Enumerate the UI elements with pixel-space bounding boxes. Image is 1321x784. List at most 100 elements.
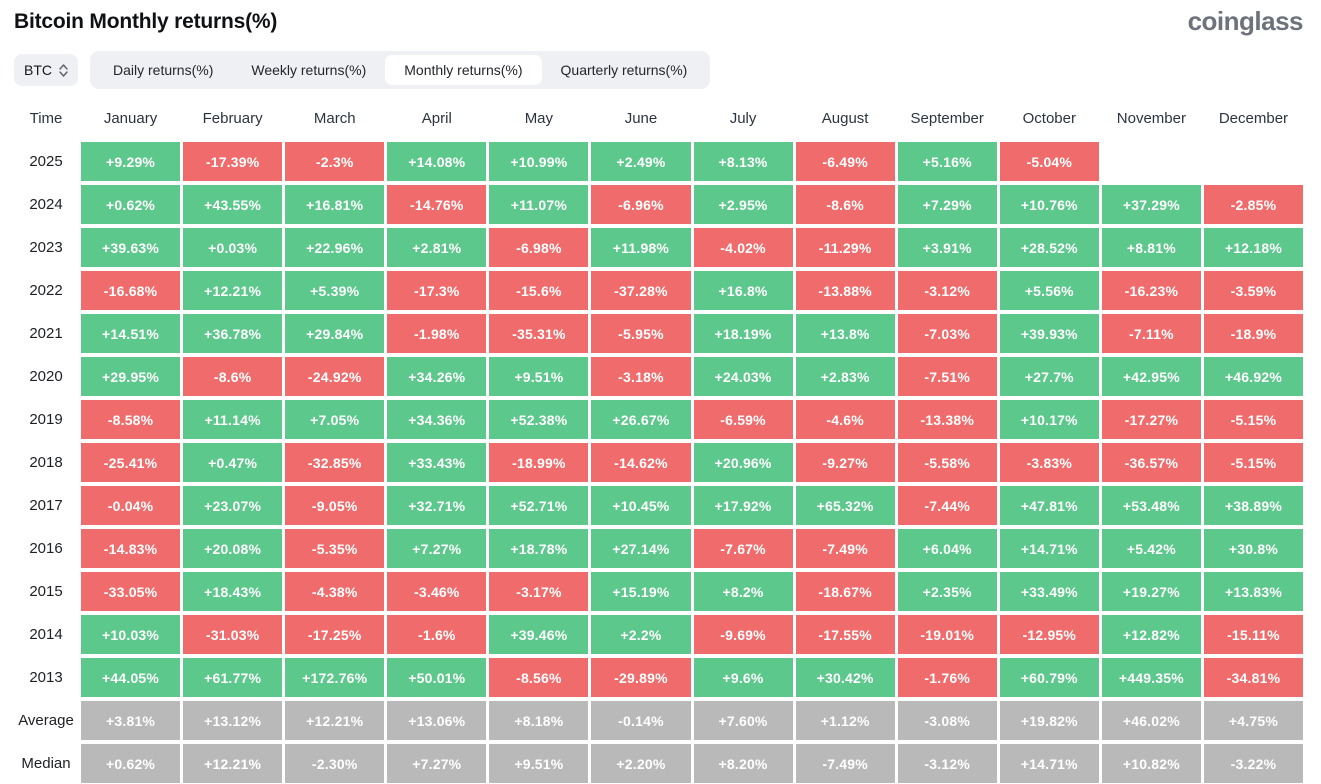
- symbol-select[interactable]: BTC: [14, 54, 78, 86]
- return-cell-2024-june: -6.96%: [591, 185, 691, 224]
- return-cell-2020-december: +46.92%: [1203, 357, 1303, 396]
- return-cell-2021-march: +29.84%: [285, 314, 385, 353]
- return-cell-2015-may: -3.17%: [489, 572, 589, 611]
- return-cell-2014-december: -15.11%: [1203, 615, 1303, 654]
- return-cell-2023-september: +3.91%: [897, 228, 997, 267]
- return-cell-2025-may: +10.99%: [489, 142, 589, 181]
- return-cell-2020-march: -24.92%: [285, 357, 385, 396]
- return-cell-2015-january: -33.05%: [81, 572, 181, 611]
- return-cell-2024-october: +10.76%: [999, 185, 1099, 224]
- return-cell-2020-april: +34.26%: [387, 357, 487, 396]
- return-cell-2013-august: +30.42%: [795, 658, 895, 697]
- return-cell-2019-july: -6.59%: [693, 400, 793, 439]
- return-cell-2017-november: +53.48%: [1101, 486, 1201, 525]
- tab-weekly-returns[interactable]: Weekly returns(%): [251, 62, 367, 78]
- return-cell-2020-july: +24.03%: [693, 357, 793, 396]
- return-cell-2014-september: -19.01%: [897, 615, 997, 654]
- return-cell-2018-july: +20.96%: [693, 443, 793, 482]
- year-label-2015: 2015: [29, 583, 63, 600]
- return-cell-2019-march: +7.05%: [285, 400, 385, 439]
- return-cell-2015-december: +13.83%: [1203, 572, 1303, 611]
- symbol-select-value: BTC: [24, 62, 52, 78]
- return-cell-2025-february: -17.39%: [183, 142, 283, 181]
- return-cell-2023-may: -6.98%: [489, 228, 589, 267]
- page-title: Bitcoin Monthly returns(%): [14, 10, 278, 33]
- return-cell-2023-november: +8.81%: [1101, 228, 1201, 267]
- month-header-march: March: [313, 110, 356, 127]
- return-cell-2021-december: -18.9%: [1203, 314, 1303, 353]
- return-cell-2013-october: +60.79%: [999, 658, 1099, 697]
- return-cell-2014-march: -17.25%: [285, 615, 385, 654]
- returns-table: Time January February March April May June July…: [14, 101, 1303, 783]
- return-cell-2019-december: -5.15%: [1203, 400, 1303, 439]
- year-label-2019: 2019: [29, 411, 63, 428]
- year-label-2016: 2016: [29, 540, 63, 557]
- return-cell-2021-july: +18.19%: [693, 314, 793, 353]
- return-cell-2025-september: +5.16%: [897, 142, 997, 181]
- month-header-september: September: [910, 110, 984, 127]
- return-cell-2021-february: +36.78%: [183, 314, 283, 353]
- return-cell-2020-august: +2.83%: [795, 357, 895, 396]
- return-cell-2017-october: +47.81%: [999, 486, 1099, 525]
- return-cell-2014-august: -17.55%: [795, 615, 895, 654]
- return-cell-2015-august: -18.67%: [795, 572, 895, 611]
- return-cell-2013-november: +449.35%: [1101, 658, 1201, 697]
- month-header-december: December: [1218, 110, 1289, 127]
- return-cell-2013-july: +9.6%: [693, 658, 793, 697]
- tab-monthly-returns[interactable]: Monthly returns(%): [385, 55, 542, 85]
- return-cell-2015-june: +15.19%: [591, 572, 691, 611]
- year-label-2024: 2024: [29, 196, 63, 213]
- return-cell-2018-may: -18.99%: [489, 443, 589, 482]
- return-cell-2020-january: +29.95%: [81, 357, 181, 396]
- return-cell-2020-may: +9.51%: [489, 357, 589, 396]
- return-cell-average-september: -3.08%: [897, 701, 997, 740]
- return-cell-average-february: +13.12%: [183, 701, 283, 740]
- return-cell-median-june: +2.20%: [591, 744, 691, 783]
- return-cell-2017-september: -7.44%: [897, 486, 997, 525]
- return-cell-2021-june: -5.95%: [591, 314, 691, 353]
- year-label-2018: 2018: [29, 454, 63, 471]
- return-cell-2016-october: +14.71%: [999, 529, 1099, 568]
- tab-quarterly-returns[interactable]: Quarterly returns(%): [560, 62, 688, 78]
- return-cell-2014-february: -31.03%: [183, 615, 283, 654]
- return-cell-2016-june: +27.14%: [591, 529, 691, 568]
- return-cell-2020-november: +42.95%: [1101, 357, 1201, 396]
- stat-row-label-median: Median: [21, 755, 71, 772]
- return-cell-2015-march: -4.38%: [285, 572, 385, 611]
- return-cell-2021-may: -35.31%: [489, 314, 589, 353]
- return-cell-median-july: +8.20%: [693, 744, 793, 783]
- month-header-november: November: [1116, 110, 1186, 127]
- tab-daily-returns[interactable]: Daily returns(%): [113, 62, 214, 78]
- return-cell-2019-november: -17.27%: [1101, 400, 1201, 439]
- return-cell-2019-april: +34.36%: [387, 400, 487, 439]
- month-header-june: June: [624, 110, 658, 127]
- return-cell-2018-august: -9.27%: [795, 443, 895, 482]
- return-cell-2016-january: -14.83%: [81, 529, 181, 568]
- return-cell-2017-january: -0.04%: [81, 486, 181, 525]
- return-cell-2022-may: -15.6%: [489, 271, 589, 310]
- return-cell-2022-august: -13.88%: [795, 271, 895, 310]
- return-cell-2022-december: -3.59%: [1203, 271, 1303, 310]
- return-cell-2021-november: -7.11%: [1101, 314, 1201, 353]
- return-cell-2014-november: +12.82%: [1101, 615, 1201, 654]
- month-header-october: October: [1022, 110, 1076, 127]
- return-cell-2014-july: -9.69%: [693, 615, 793, 654]
- empty-cell: [1204, 142, 1303, 181]
- return-cell-2017-december: +38.89%: [1203, 486, 1303, 525]
- return-cell-2019-september: -13.38%: [897, 400, 997, 439]
- month-header-may: May: [524, 110, 554, 127]
- return-cell-2016-july: -7.67%: [693, 529, 793, 568]
- return-cell-2023-october: +28.52%: [999, 228, 1099, 267]
- return-cell-2024-september: +7.29%: [897, 185, 997, 224]
- return-cell-2018-october: -3.83%: [999, 443, 1099, 482]
- return-cell-2025-april: +14.08%: [387, 142, 487, 181]
- return-cell-median-august: -7.49%: [795, 744, 895, 783]
- return-cell-2018-june: -14.62%: [591, 443, 691, 482]
- month-header-january: January: [103, 110, 158, 127]
- return-cell-2020-february: -8.6%: [183, 357, 283, 396]
- year-label-2020: 2020: [29, 368, 63, 385]
- return-cell-median-may: +9.51%: [489, 744, 589, 783]
- return-cell-2020-october: +27.7%: [999, 357, 1099, 396]
- chevron-updown-icon: [59, 63, 68, 77]
- return-cell-2021-august: +13.8%: [795, 314, 895, 353]
